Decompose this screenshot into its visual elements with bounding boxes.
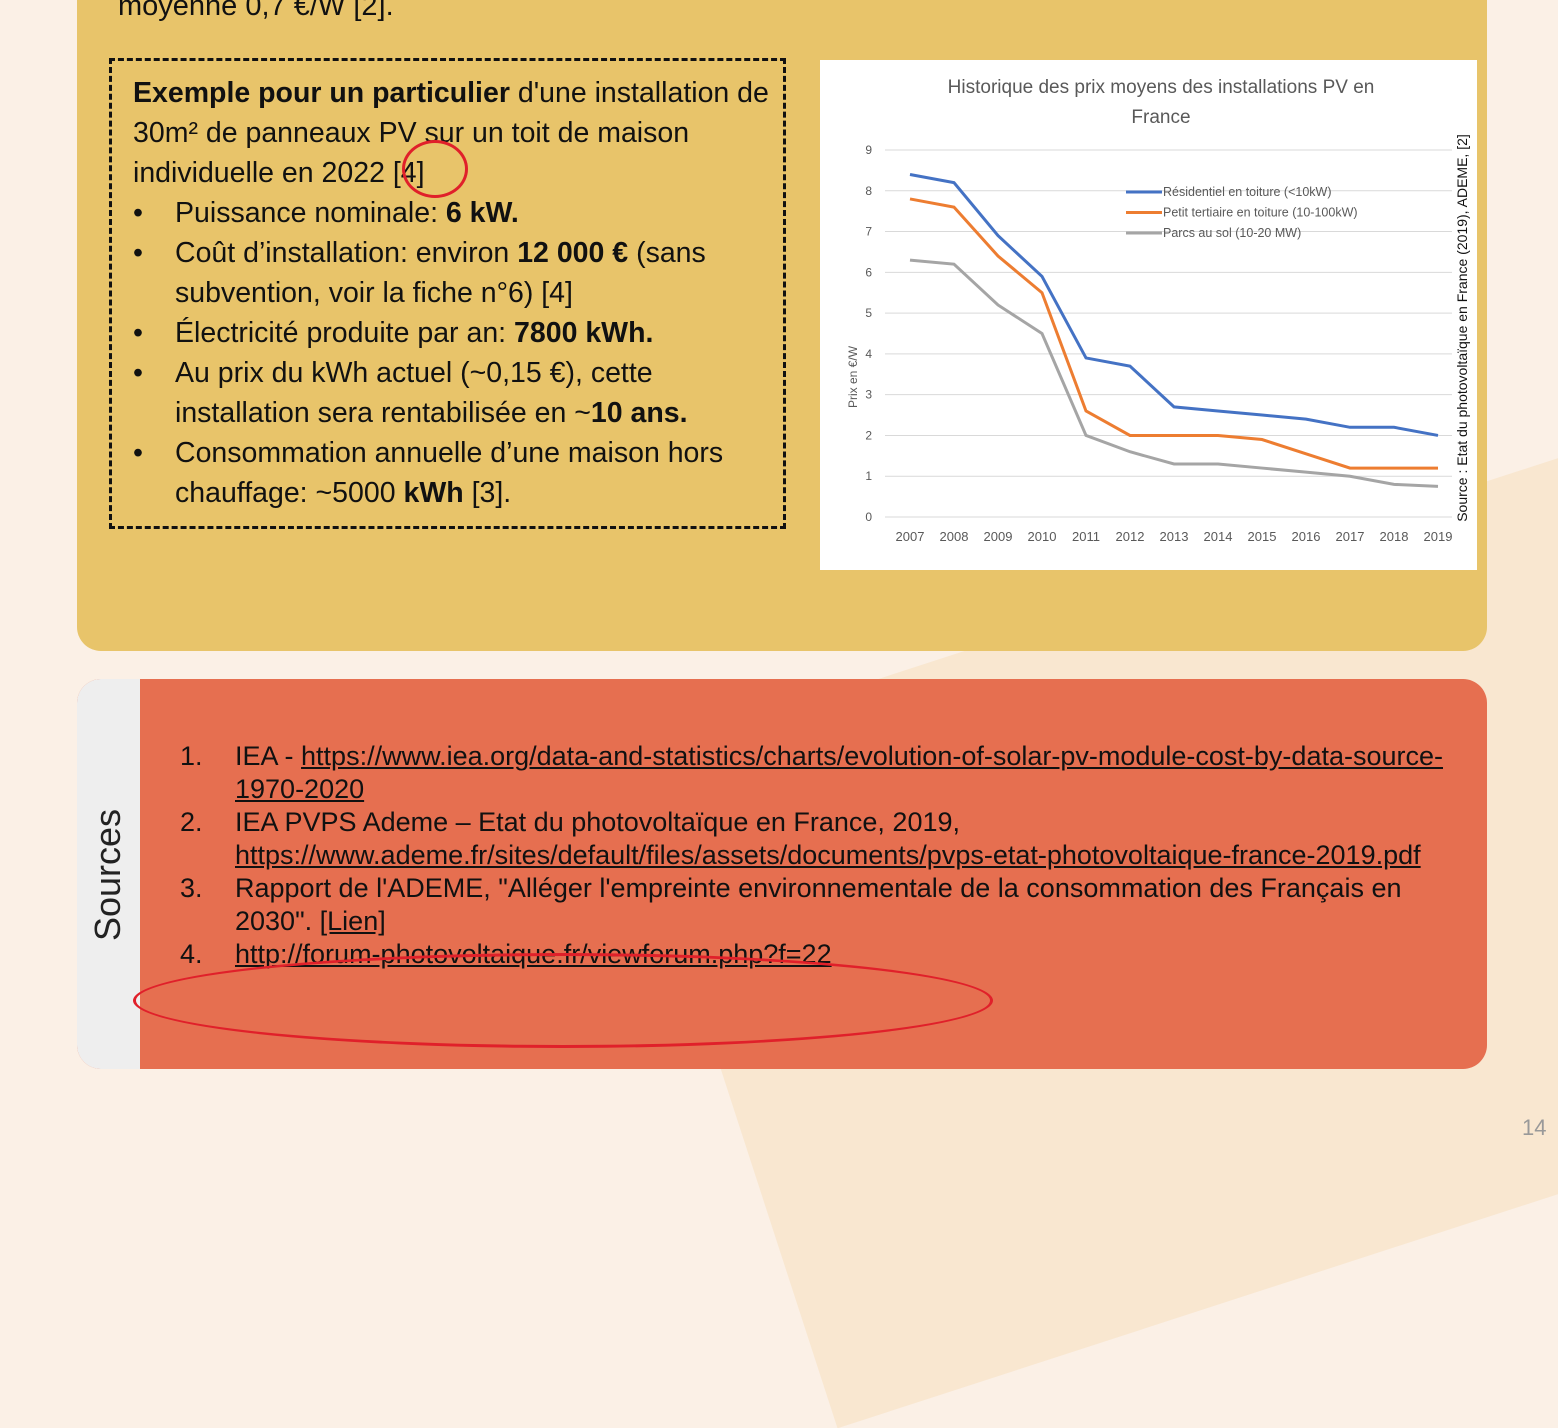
sources-label: Sources (87, 809, 129, 941)
legend-label: Résidentiel en toiture (<10kW) (1163, 185, 1331, 199)
y-tick-label: 8 (865, 184, 872, 198)
x-tick-label: 2007 (896, 529, 925, 544)
x-tick-label: 2008 (940, 529, 969, 544)
x-tick-label: 2009 (984, 529, 1013, 544)
x-tick-label: 2011 (1072, 529, 1100, 544)
legend-label: Parcs au sol (10-20 MW) (1163, 226, 1301, 240)
y-tick-label: 3 (865, 388, 872, 402)
annotation-ellipse (133, 953, 993, 1048)
x-tick-label: 2017 (1336, 529, 1365, 544)
x-tick-label: 2019 (1424, 529, 1453, 544)
chart-title-line2: France (1131, 107, 1190, 128)
source-item: 2.IEA PVPS Ademe – Etat du photovoltaïqu… (180, 806, 1460, 872)
x-tick-label: 2014 (1204, 529, 1233, 544)
annotation-circle (402, 140, 468, 198)
y-tick-label: 9 (865, 143, 872, 157)
y-tick-label: 1 (865, 469, 872, 483)
list-item: Au prix du kWh actuel (~0,15 €), cette i… (133, 353, 773, 433)
legend-label: Petit tertiaire en toiture (10-100kW) (1163, 206, 1358, 220)
source-item: 1.IEA - https://www.iea.org/data-and-sta… (180, 740, 1460, 806)
top-text: moyenne 0,7 €/W [2]. (118, 0, 394, 23)
price-chart: Historique des prix moyens des installat… (820, 60, 1477, 570)
x-tick-label: 2012 (1116, 529, 1145, 544)
list-item: Électricité produite par an: 7800 kWh. (133, 313, 773, 353)
source-link[interactable]: [Lien] (320, 906, 386, 936)
x-tick-label: 2010 (1028, 529, 1057, 544)
example-list: Puissance nominale: 6 kW. Coût d’install… (133, 193, 773, 513)
chart-svg: Historique des prix moyens des installat… (820, 60, 1477, 570)
list-item: Consommation annuelle d’une maison hors … (133, 433, 773, 513)
page-number: 14 (1522, 1115, 1546, 1141)
chart-title-line1: Historique des prix moyens des installat… (948, 77, 1375, 98)
example-box: Exemple pour un particulier d'une instal… (109, 58, 786, 529)
y-tick-label: 0 (865, 510, 872, 524)
x-tick-label: 2018 (1380, 529, 1409, 544)
y-tick-label: 5 (865, 306, 872, 320)
y-tick-label: 7 (865, 225, 872, 239)
list-item: Puissance nominale: 6 kW. (133, 193, 773, 233)
source-link[interactable]: https://www.ademe.fr/sites/default/files… (235, 840, 1421, 870)
source-item: 3.Rapport de l'ADEME, "Alléger l'emprein… (180, 872, 1460, 938)
list-item: Coût d’installation: environ 12 000 € (s… (133, 233, 773, 313)
y-axis-label: Prix en €/W (846, 345, 860, 408)
source-link[interactable]: https://www.iea.org/data-and-statistics/… (235, 741, 1443, 804)
series-line (910, 260, 1438, 486)
x-tick-label: 2015 (1248, 529, 1277, 544)
y-tick-label: 4 (865, 347, 872, 361)
sources-list: 1.IEA - https://www.iea.org/data-and-sta… (180, 740, 1460, 971)
x-tick-label: 2013 (1160, 529, 1189, 544)
x-tick-label: 2016 (1292, 529, 1321, 544)
y-tick-label: 2 (865, 428, 872, 442)
chart-source: Source : Etat du photovoltaïque en Franc… (1454, 134, 1470, 522)
y-tick-label: 6 (865, 265, 872, 279)
